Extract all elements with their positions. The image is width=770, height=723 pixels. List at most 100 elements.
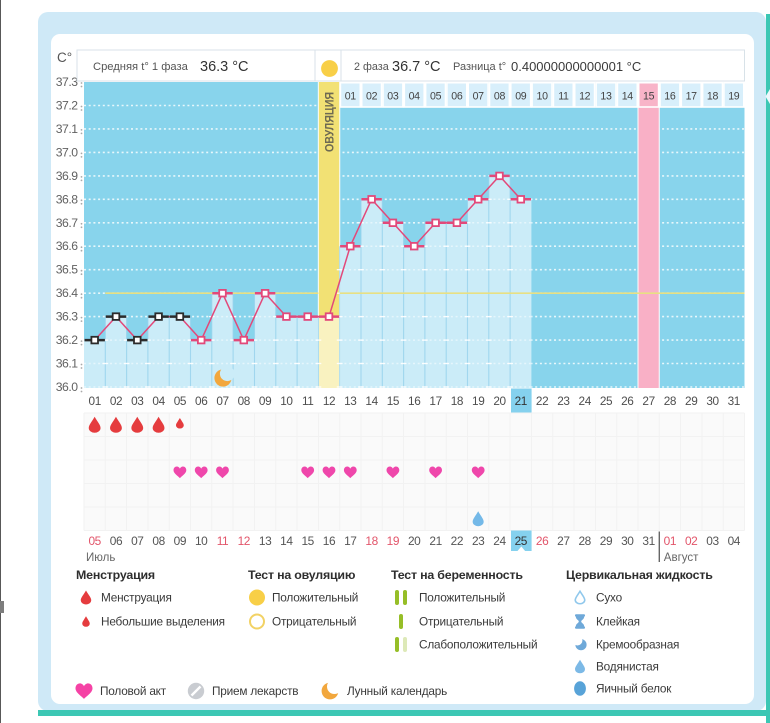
svg-text:36.8: 36.8	[56, 192, 78, 206]
svg-text:36.1: 36.1	[56, 357, 78, 371]
svg-text:Лунный календарь: Лунный календарь	[347, 684, 447, 698]
svg-text:11: 11	[558, 91, 569, 103]
svg-text:02: 02	[110, 394, 122, 408]
svg-text:13: 13	[259, 534, 272, 548]
svg-text:14: 14	[280, 534, 293, 548]
svg-text:11: 11	[302, 394, 313, 408]
svg-text:18: 18	[365, 534, 378, 548]
svg-text:27: 27	[642, 394, 654, 408]
svg-text:23: 23	[472, 534, 485, 548]
svg-text:03: 03	[706, 534, 719, 548]
svg-text:05: 05	[430, 91, 442, 103]
svg-text:04: 04	[728, 534, 741, 548]
svg-text:31: 31	[728, 394, 740, 408]
svg-text:30: 30	[706, 394, 719, 408]
svg-text:21: 21	[515, 394, 527, 408]
svg-text:07: 07	[473, 91, 485, 103]
svg-text:25: 25	[600, 394, 613, 408]
svg-text:36.6: 36.6	[56, 239, 78, 253]
svg-text:04: 04	[152, 394, 165, 408]
svg-text:06: 06	[195, 394, 208, 408]
svg-text:21: 21	[429, 534, 442, 548]
svg-text:08: 08	[238, 394, 251, 408]
svg-text:C°: C°	[57, 50, 72, 65]
svg-text:Средняя t° 1 фаза: Средняя t° 1 фаза	[93, 61, 189, 73]
svg-text:18: 18	[451, 394, 464, 408]
svg-text:06: 06	[451, 91, 463, 103]
svg-text:14: 14	[622, 91, 634, 103]
svg-text:26: 26	[536, 534, 549, 548]
svg-text:08: 08	[494, 91, 506, 103]
svg-text:09: 09	[259, 394, 271, 408]
svg-text:26: 26	[621, 394, 634, 408]
svg-text:Менструация: Менструация	[76, 568, 155, 582]
svg-text:36.7: 36.7	[56, 216, 78, 230]
svg-text:Август: Август	[664, 552, 699, 564]
svg-text:Цервикальная жидкость: Цервикальная жидкость	[566, 568, 713, 582]
svg-text:03: 03	[131, 394, 144, 408]
svg-text:Июль: Июль	[86, 552, 115, 564]
svg-text:Менструация: Менструация	[101, 591, 172, 605]
svg-text:17: 17	[429, 394, 441, 408]
svg-text:36.7 °C: 36.7 °C	[392, 59, 441, 75]
svg-text:15: 15	[301, 534, 314, 548]
svg-text:ОВУЛЯЦИЯ: ОВУЛЯЦИЯ	[325, 92, 337, 152]
svg-text:37.2: 37.2	[56, 99, 78, 113]
svg-text:12: 12	[579, 91, 591, 103]
svg-text:Разница t°: Разница t°	[453, 61, 506, 73]
svg-text:16: 16	[664, 91, 676, 103]
svg-text:Отрицательный: Отрицательный	[272, 615, 356, 629]
svg-text:13: 13	[600, 91, 612, 103]
svg-text:Кремообразная: Кремообразная	[596, 638, 679, 652]
svg-text:10: 10	[195, 534, 208, 548]
svg-text:01: 01	[89, 394, 101, 408]
svg-text:Водянистая: Водянистая	[596, 660, 659, 674]
svg-text:36.4: 36.4	[56, 286, 78, 300]
svg-text:37.0: 37.0	[56, 145, 78, 159]
svg-text:29: 29	[600, 534, 613, 548]
svg-text:07: 07	[131, 534, 144, 548]
svg-text:20: 20	[493, 394, 506, 408]
svg-text:08: 08	[152, 534, 165, 548]
svg-text:01: 01	[345, 91, 357, 103]
svg-text:01: 01	[664, 534, 677, 548]
svg-text:17: 17	[344, 534, 357, 548]
svg-text:24: 24	[493, 534, 506, 548]
svg-text:05: 05	[88, 534, 101, 548]
svg-text:19: 19	[728, 91, 740, 103]
svg-text:36.0: 36.0	[56, 380, 78, 394]
svg-text:15: 15	[387, 394, 400, 408]
svg-text:31: 31	[642, 534, 655, 548]
svg-text:36.9: 36.9	[56, 169, 78, 183]
svg-text:27: 27	[557, 534, 570, 548]
svg-text:Отрицательный: Отрицательный	[419, 615, 503, 629]
svg-text:05: 05	[174, 394, 187, 408]
svg-text:15: 15	[643, 91, 655, 103]
svg-text:14: 14	[365, 394, 378, 408]
svg-text:Тест на овуляцию: Тест на овуляцию	[248, 568, 356, 582]
svg-text:03: 03	[387, 91, 399, 103]
svg-text:06: 06	[110, 534, 123, 548]
svg-text:07: 07	[216, 394, 228, 408]
svg-text:16: 16	[408, 394, 421, 408]
svg-text:Слабоположительный: Слабоположительный	[419, 638, 537, 652]
svg-text:19: 19	[387, 534, 400, 548]
svg-text:04: 04	[409, 91, 421, 103]
svg-text:28: 28	[664, 394, 677, 408]
svg-text:Небольшие выделения: Небольшие выделения	[101, 615, 225, 629]
svg-text:Сухо: Сухо	[596, 591, 623, 605]
svg-text:0.40000000000001 °C: 0.40000000000001 °C	[511, 59, 641, 74]
svg-text:20: 20	[408, 534, 421, 548]
svg-text:Положительный: Положительный	[419, 591, 505, 605]
svg-text:10: 10	[537, 91, 549, 103]
svg-text:Половой акт: Половой акт	[100, 684, 167, 698]
svg-text:02: 02	[366, 91, 378, 103]
svg-text:36.3: 36.3	[56, 310, 78, 324]
svg-text:22: 22	[536, 394, 548, 408]
svg-text:2 фаза: 2 фаза	[354, 61, 389, 73]
svg-text:37.3: 37.3	[56, 75, 78, 89]
svg-text:Яичный белок: Яичный белок	[596, 682, 672, 696]
svg-text:22: 22	[451, 534, 464, 548]
svg-text:Положительный: Положительный	[272, 591, 358, 605]
svg-text:09: 09	[515, 91, 527, 103]
